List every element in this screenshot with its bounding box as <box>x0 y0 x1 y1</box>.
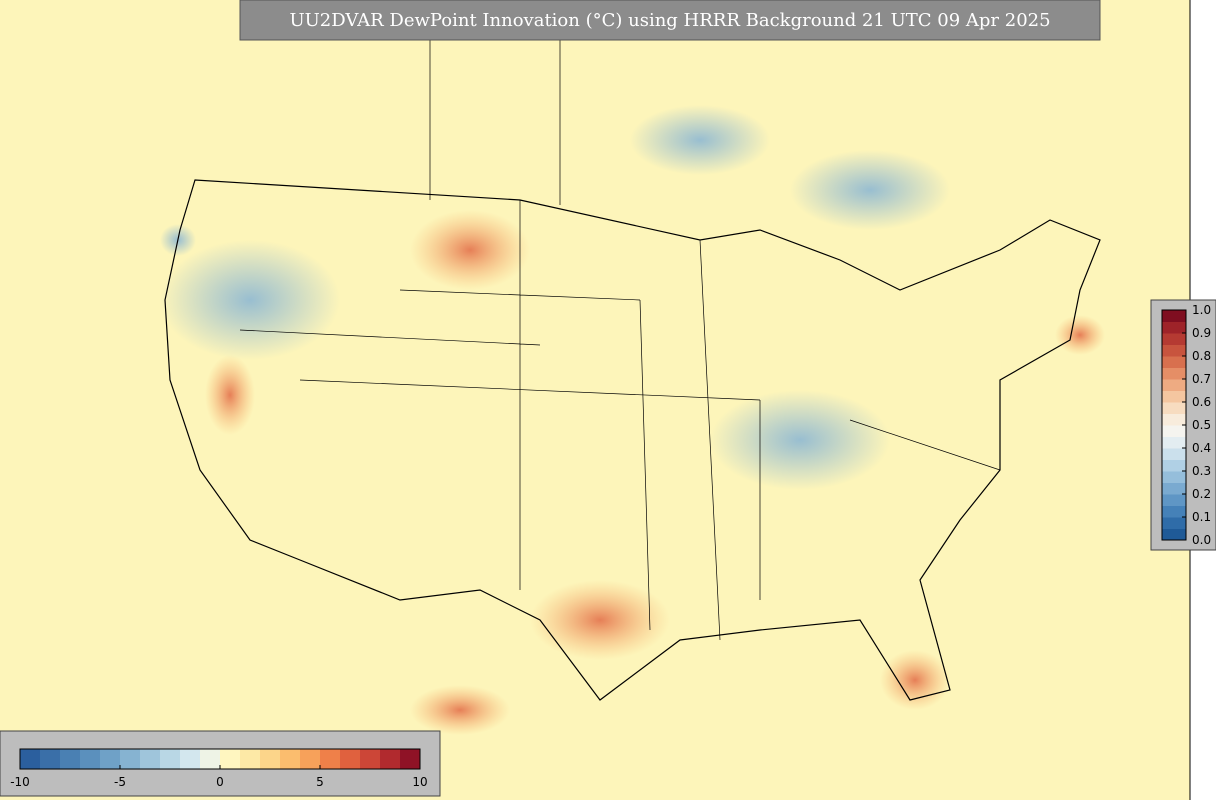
field-blob <box>710 390 890 490</box>
coastline <box>164 179 1101 701</box>
tick-label: 0.8 <box>1192 349 1211 363</box>
tick-label: 0 <box>216 775 224 789</box>
colorbar-segment <box>1162 505 1186 518</box>
colorbar-segment <box>400 749 421 769</box>
field-blob <box>880 650 950 710</box>
colorbars: -10 -5 0 5 10 0.0 0.1 0.2 0.3 0.4 0.5 0.6 0.7 0.8 0.9 1… <box>10 303 1211 789</box>
colorbar-segment <box>40 749 61 769</box>
colorbar-segment <box>240 749 261 769</box>
innovation-field <box>160 105 1105 735</box>
colorbar-segment <box>1162 379 1186 391</box>
colorbar-segment <box>1162 321 1186 334</box>
colorbar-segment <box>140 749 161 769</box>
title-box <box>239 0 1101 41</box>
colorbar-segment <box>380 749 401 769</box>
colorbar-segment <box>1162 517 1186 529</box>
colorbar-segment <box>80 749 101 769</box>
state-borders <box>239 40 1001 641</box>
colorbar-segment <box>1162 356 1186 368</box>
colorbar-segment <box>220 749 241 769</box>
tick-label: 0.5 <box>1192 418 1211 432</box>
tick-label: -10 <box>10 775 30 789</box>
tick-label: 0.7 <box>1192 372 1211 386</box>
field-blob <box>790 150 950 230</box>
tick-label: 5 <box>316 775 324 789</box>
colorbar-segment <box>280 749 301 769</box>
colorbar-segment <box>1162 367 1186 380</box>
colorbar-segment <box>360 749 381 769</box>
colorbar-segment <box>1162 344 1186 357</box>
tick-label: 0.6 <box>1192 395 1211 409</box>
tick-label: 0.0 <box>1192 533 1211 547</box>
colorbar-segment <box>1162 402 1186 414</box>
field-blob <box>530 580 670 660</box>
colorbar-segment <box>120 749 141 769</box>
colorbar-segment <box>200 749 221 769</box>
colorbar-segment <box>1162 413 1186 426</box>
colorbar-segment <box>1162 390 1186 403</box>
field-blob <box>410 210 530 290</box>
colorbar-segment <box>20 749 41 769</box>
colorbar-segment <box>1162 494 1186 506</box>
colorbar-segment <box>260 749 281 769</box>
colorbar-segment <box>160 749 181 769</box>
tick-label: -5 <box>114 775 126 789</box>
colorbar-segment <box>1162 482 1186 495</box>
colorbar-segment <box>100 749 121 769</box>
tick-label: 0.2 <box>1192 487 1211 501</box>
colorbar-segment <box>1162 436 1186 449</box>
field-blob <box>410 685 510 735</box>
field-blob <box>1055 315 1105 355</box>
field-blob <box>630 105 770 175</box>
map-title: UU2DVAR DewPoint Innovation (°C) using H… <box>289 10 1050 31</box>
tick-label: 10 <box>412 775 427 789</box>
colorbar-segment <box>60 749 81 769</box>
colorbar-segment <box>1162 528 1186 541</box>
colorbar-segment <box>1162 310 1186 322</box>
tick-label: 0.1 <box>1192 510 1211 524</box>
colorbar-segment <box>1162 448 1186 460</box>
tick-label: 0.4 <box>1192 441 1211 455</box>
colorbar-segment <box>320 749 341 769</box>
field-blob <box>205 355 255 435</box>
map-background <box>0 0 1190 800</box>
colorbar-segment <box>300 749 321 769</box>
colorbar-segment <box>180 749 201 769</box>
field-blob <box>160 240 340 360</box>
colorbar-segment <box>1162 425 1186 437</box>
colorbar-segment <box>1162 333 1186 345</box>
colorbar-segment <box>1162 471 1186 483</box>
colorbar-segment <box>340 749 361 769</box>
colorbar-segment <box>1162 459 1186 472</box>
tick-label: 0.3 <box>1192 464 1211 478</box>
tick-label: 1.0 <box>1192 303 1211 317</box>
tick-label: 0.9 <box>1192 326 1211 340</box>
